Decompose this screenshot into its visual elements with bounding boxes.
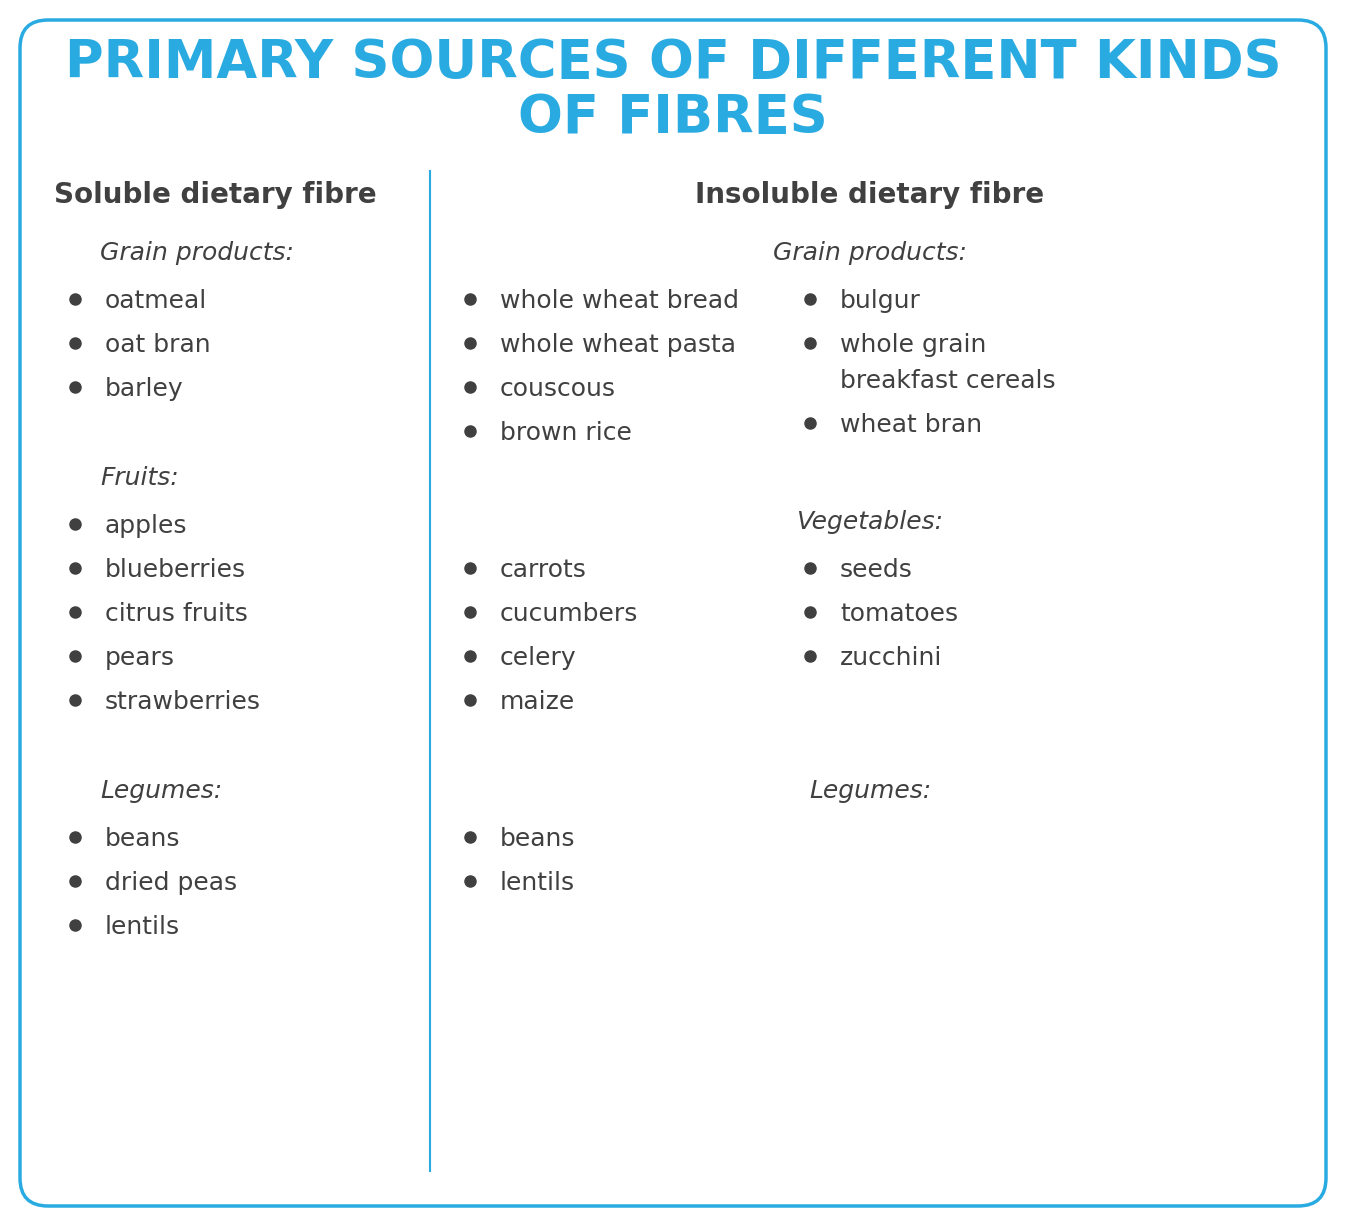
Text: Fruits:: Fruits: bbox=[100, 466, 179, 490]
Text: wheat bran: wheat bran bbox=[840, 413, 983, 436]
Text: beans: beans bbox=[499, 828, 576, 851]
Text: pears: pears bbox=[105, 646, 175, 669]
Text: whole grain: whole grain bbox=[840, 333, 987, 357]
Text: apples: apples bbox=[105, 514, 187, 538]
Text: cucumbers: cucumbers bbox=[499, 602, 638, 626]
Text: barley: barley bbox=[105, 378, 183, 401]
Text: Soluble dietary fibre: Soluble dietary fibre bbox=[54, 181, 377, 208]
Text: Grain products:: Grain products: bbox=[100, 242, 293, 265]
Text: Legumes:: Legumes: bbox=[100, 779, 222, 803]
Text: whole wheat pasta: whole wheat pasta bbox=[499, 333, 736, 357]
FancyBboxPatch shape bbox=[20, 20, 1326, 1206]
Text: zucchini: zucchini bbox=[840, 646, 942, 669]
Text: PRIMARY SOURCES OF DIFFERENT KINDS: PRIMARY SOURCES OF DIFFERENT KINDS bbox=[65, 37, 1281, 89]
Text: whole wheat bread: whole wheat bread bbox=[499, 289, 739, 313]
Text: blueberries: blueberries bbox=[105, 558, 246, 582]
Text: bulgur: bulgur bbox=[840, 289, 921, 313]
Text: lentils: lentils bbox=[105, 915, 180, 939]
Text: celery: celery bbox=[499, 646, 576, 669]
Text: OF FIBRES: OF FIBRES bbox=[518, 92, 828, 143]
Text: tomatoes: tomatoes bbox=[840, 602, 958, 626]
Text: citrus fruits: citrus fruits bbox=[105, 602, 248, 626]
Text: maize: maize bbox=[499, 690, 575, 714]
Text: dried peas: dried peas bbox=[105, 870, 237, 895]
Text: seeds: seeds bbox=[840, 558, 913, 582]
Text: Legumes:: Legumes: bbox=[809, 779, 931, 803]
Text: brown rice: brown rice bbox=[499, 421, 631, 445]
Text: oat bran: oat bran bbox=[105, 333, 210, 357]
Text: oatmeal: oatmeal bbox=[105, 289, 207, 313]
Text: beans: beans bbox=[105, 828, 180, 851]
Text: couscous: couscous bbox=[499, 378, 616, 401]
Text: carrots: carrots bbox=[499, 558, 587, 582]
Text: Grain products:: Grain products: bbox=[773, 242, 966, 265]
Text: breakfast cereals: breakfast cereals bbox=[840, 369, 1055, 394]
Text: Insoluble dietary fibre: Insoluble dietary fibre bbox=[696, 181, 1044, 208]
Text: Vegetables:: Vegetables: bbox=[797, 510, 944, 535]
Text: strawberries: strawberries bbox=[105, 690, 261, 714]
Text: lentils: lentils bbox=[499, 870, 575, 895]
